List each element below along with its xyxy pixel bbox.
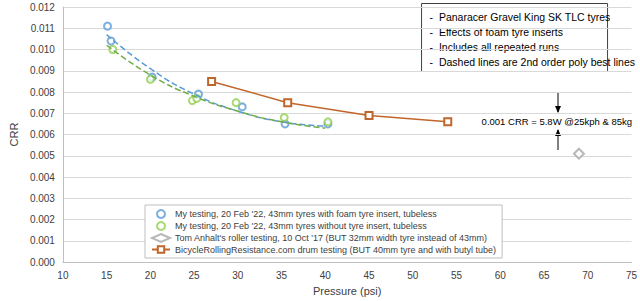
svg-text:0.005: 0.005: [30, 150, 55, 161]
svg-text:0.010: 0.010: [30, 44, 55, 55]
svg-text:My testing, 20 Feb '22, 43mm t: My testing, 20 Feb '22, 43mm tyres with …: [175, 209, 437, 219]
svg-text:65: 65: [538, 270, 550, 281]
svg-text:0.006: 0.006: [30, 129, 55, 140]
svg-text:0.001: 0.001: [30, 235, 55, 246]
svg-text:Pressure (psi): Pressure (psi): [313, 285, 381, 297]
svg-text:30: 30: [232, 270, 244, 281]
svg-text:70: 70: [582, 270, 594, 281]
svg-text:0.004: 0.004: [30, 172, 55, 183]
svg-text:0.009: 0.009: [30, 65, 55, 76]
svg-text:10: 10: [57, 270, 69, 281]
svg-text:35: 35: [276, 270, 288, 281]
svg-text:15: 15: [101, 270, 113, 281]
svg-text:- Panaracer Gravel King SK TL: - Panaracer Gravel King SK TLC tyres: [430, 11, 611, 23]
svg-text:0.001 CRR = 5.8W @25kph & 85kg: 0.001 CRR = 5.8W @25kph & 85kg: [482, 116, 632, 127]
svg-text:0.007: 0.007: [30, 108, 55, 119]
svg-text:20: 20: [145, 270, 157, 281]
svg-text:60: 60: [495, 270, 507, 281]
svg-text:45: 45: [363, 270, 375, 281]
svg-text:My testing, 20 Feb '22, 43mm t: My testing, 20 Feb '22, 43mm tyres witho…: [175, 221, 427, 231]
svg-text:0.011: 0.011: [31, 23, 56, 34]
svg-text:0.012: 0.012: [30, 2, 55, 13]
svg-text:0.002: 0.002: [30, 214, 55, 225]
svg-text:0.000: 0.000: [30, 257, 55, 268]
svg-text:CRR: CRR: [8, 123, 20, 147]
svg-text:0.008: 0.008: [30, 87, 55, 98]
svg-text:- Dashed lines are 2nd order: - Dashed lines are 2nd order poly best l…: [430, 56, 635, 68]
svg-text:40: 40: [320, 270, 332, 281]
svg-text:- Includes all repeated runs: - Includes all repeated runs: [430, 41, 560, 53]
svg-text:- Effects of foam tyre insert: - Effects of foam tyre inserts: [430, 26, 563, 38]
svg-text:75: 75: [626, 270, 638, 281]
svg-text:Tom Anhalt's roller testing, 1: Tom Anhalt's roller testing, 10 Oct '17 …: [175, 233, 487, 243]
svg-text:25: 25: [189, 270, 201, 281]
svg-text:50: 50: [407, 270, 419, 281]
svg-text:0.003: 0.003: [30, 193, 55, 204]
svg-text:BicycleRollingResistance.com d: BicycleRollingResistance.com drum testin…: [175, 245, 496, 255]
svg-text:55: 55: [451, 270, 463, 281]
